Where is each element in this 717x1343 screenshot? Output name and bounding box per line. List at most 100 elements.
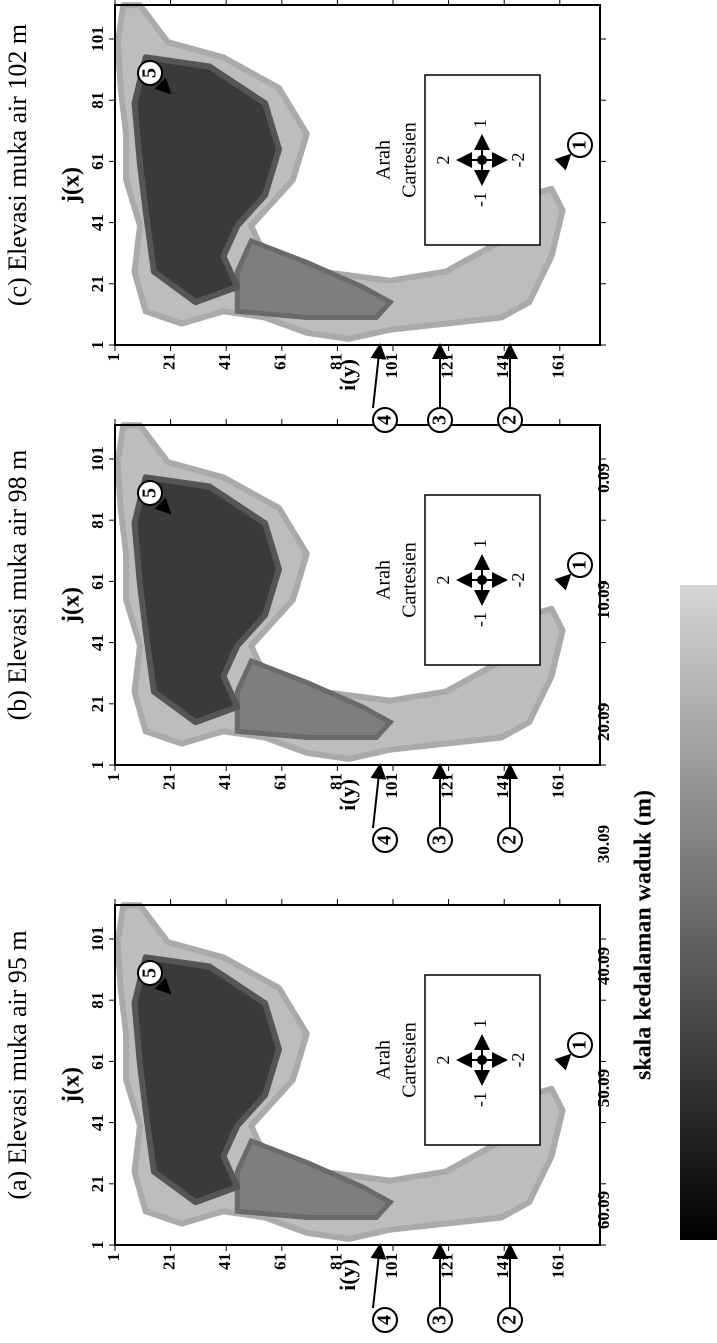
marker-label: 5 (139, 488, 161, 498)
y-tick-label: 61 (271, 773, 290, 790)
y-tick-label: 101 (382, 773, 401, 799)
y-tick-label: 161 (549, 773, 568, 799)
y-tick-label: 21 (160, 773, 179, 790)
legend-title: Cartesien (399, 1022, 421, 1098)
legend-right: 1 (470, 119, 490, 128)
marker-label: 5 (139, 68, 161, 78)
x-tick-label: 101 (88, 26, 107, 52)
x-tick-label: 101 (88, 926, 107, 952)
marker-label: 3 (429, 1315, 451, 1325)
marker-label: 3 (429, 835, 451, 845)
legend-center (477, 575, 487, 585)
legend-title: Arah (373, 1040, 395, 1080)
y-tick-label: 161 (549, 353, 568, 379)
x-tick-label: 21 (88, 1175, 107, 1192)
y-tick-label: 1 (104, 353, 123, 362)
legend-title: Arah (373, 560, 395, 600)
colorbar: skala kedalaman waduk (m) 60.09 50.09 40.09… (594, 463, 717, 1240)
legend-title: Cartesien (399, 122, 421, 198)
x-tick-label: 41 (88, 214, 107, 231)
y-tick-label: 161 (549, 1253, 568, 1279)
marker-arrow (373, 1245, 380, 1308)
figure: (a) Elevasi muka air 95 m121416181101j(x… (0, 0, 717, 1343)
marker-label: 2 (499, 835, 521, 845)
marker-label: 4 (374, 415, 396, 425)
colorbar-tick-label: 40.09 (594, 947, 613, 985)
colorbar-tick-label: 30.09 (594, 825, 613, 863)
x-tick-label: 81 (88, 92, 107, 109)
marker-label: 4 (374, 835, 396, 845)
marker-label: 4 (374, 1315, 396, 1325)
legend-left: -1 (470, 612, 490, 627)
panel-title: (a) Elevasi muka air 95 m (3, 930, 32, 1199)
legend-center (477, 155, 487, 165)
y-axis-label: i(y) (335, 1259, 360, 1291)
y-tick-label: 41 (215, 353, 234, 370)
marker-label: 1 (569, 1040, 591, 1050)
marker-label: 1 (569, 140, 591, 150)
panel-title: (b) Elevasi muka air 98 m (3, 450, 32, 721)
marker-arrow (568, 575, 570, 577)
legend-left: -1 (470, 1092, 490, 1107)
legend-up: 2 (433, 1056, 453, 1065)
legend-title: Arah (373, 140, 395, 180)
y-tick-label: 21 (160, 353, 179, 370)
y-tick-label: 101 (382, 1253, 401, 1279)
legend-right: 1 (470, 539, 490, 548)
rotated-figure: (a) Elevasi muka air 95 m121416181101j(x… (3, 0, 717, 1332)
x-tick-label: 81 (88, 992, 107, 1009)
x-tick-label: 1 (88, 1241, 107, 1250)
y-tick-label: 41 (215, 1253, 234, 1270)
legend-right: 1 (470, 1019, 490, 1028)
panel-title: (c) Elevasi muka air 102 m (3, 24, 32, 306)
colorbar-tick-label: 60.09 (594, 1191, 613, 1229)
x-tick-label: 21 (88, 275, 107, 292)
marker-arrow (568, 1055, 570, 1057)
marker-arrow (373, 765, 380, 828)
colorbar-tick-label: 50.09 (594, 1069, 613, 1107)
marker-label: 2 (499, 415, 521, 425)
colorbar-gradient (680, 585, 717, 1240)
marker-label: 5 (139, 968, 161, 978)
marker-arrow (373, 345, 380, 408)
panel: (a) Elevasi muka air 95 m121416181101j(x… (3, 899, 606, 1332)
y-tick-label: 61 (271, 1253, 290, 1270)
x-axis-label: j(x) (59, 167, 85, 204)
x-tick-label: 101 (88, 446, 107, 472)
colorbar-tick-label: 10.09 (594, 581, 613, 619)
y-tick-label: 61 (271, 353, 290, 370)
y-tick-label: 21 (160, 1253, 179, 1270)
x-tick-label: 1 (88, 341, 107, 350)
legend-title: Cartesien (399, 542, 421, 618)
panel: (b) Elevasi muka air 98 m121416181101j(x… (3, 419, 606, 852)
legend-down: -2 (508, 573, 528, 588)
legend-up: 2 (433, 576, 453, 585)
marker-arrow (568, 155, 570, 157)
x-tick-label: 61 (88, 153, 107, 170)
colorbar-title: skala kedalaman waduk (m) (631, 790, 657, 1080)
colorbar-tick-label: 0.09 (594, 463, 613, 493)
marker-label: 3 (429, 415, 451, 425)
x-tick-label: 81 (88, 512, 107, 529)
x-tick-label: 41 (88, 1114, 107, 1131)
legend-center (477, 1055, 487, 1065)
legend-up: 2 (433, 156, 453, 165)
y-tick-label: 1 (104, 1253, 123, 1262)
x-axis-label: j(x) (59, 587, 85, 624)
colorbar-tick-label: 20.09 (594, 703, 613, 741)
y-tick-label: 101 (382, 353, 401, 379)
x-tick-label: 1 (88, 761, 107, 770)
legend-down: -2 (508, 1053, 528, 1068)
marker-label: 1 (569, 560, 591, 570)
marker-label: 2 (499, 1315, 521, 1325)
y-axis-label: i(y) (335, 359, 360, 391)
legend-down: -2 (508, 153, 528, 168)
x-tick-label: 41 (88, 634, 107, 651)
x-tick-label: 61 (88, 573, 107, 590)
y-axis-label: i(y) (335, 779, 360, 811)
legend-left: -1 (470, 192, 490, 207)
x-axis-label: j(x) (59, 1067, 85, 1104)
x-tick-label: 21 (88, 695, 107, 712)
